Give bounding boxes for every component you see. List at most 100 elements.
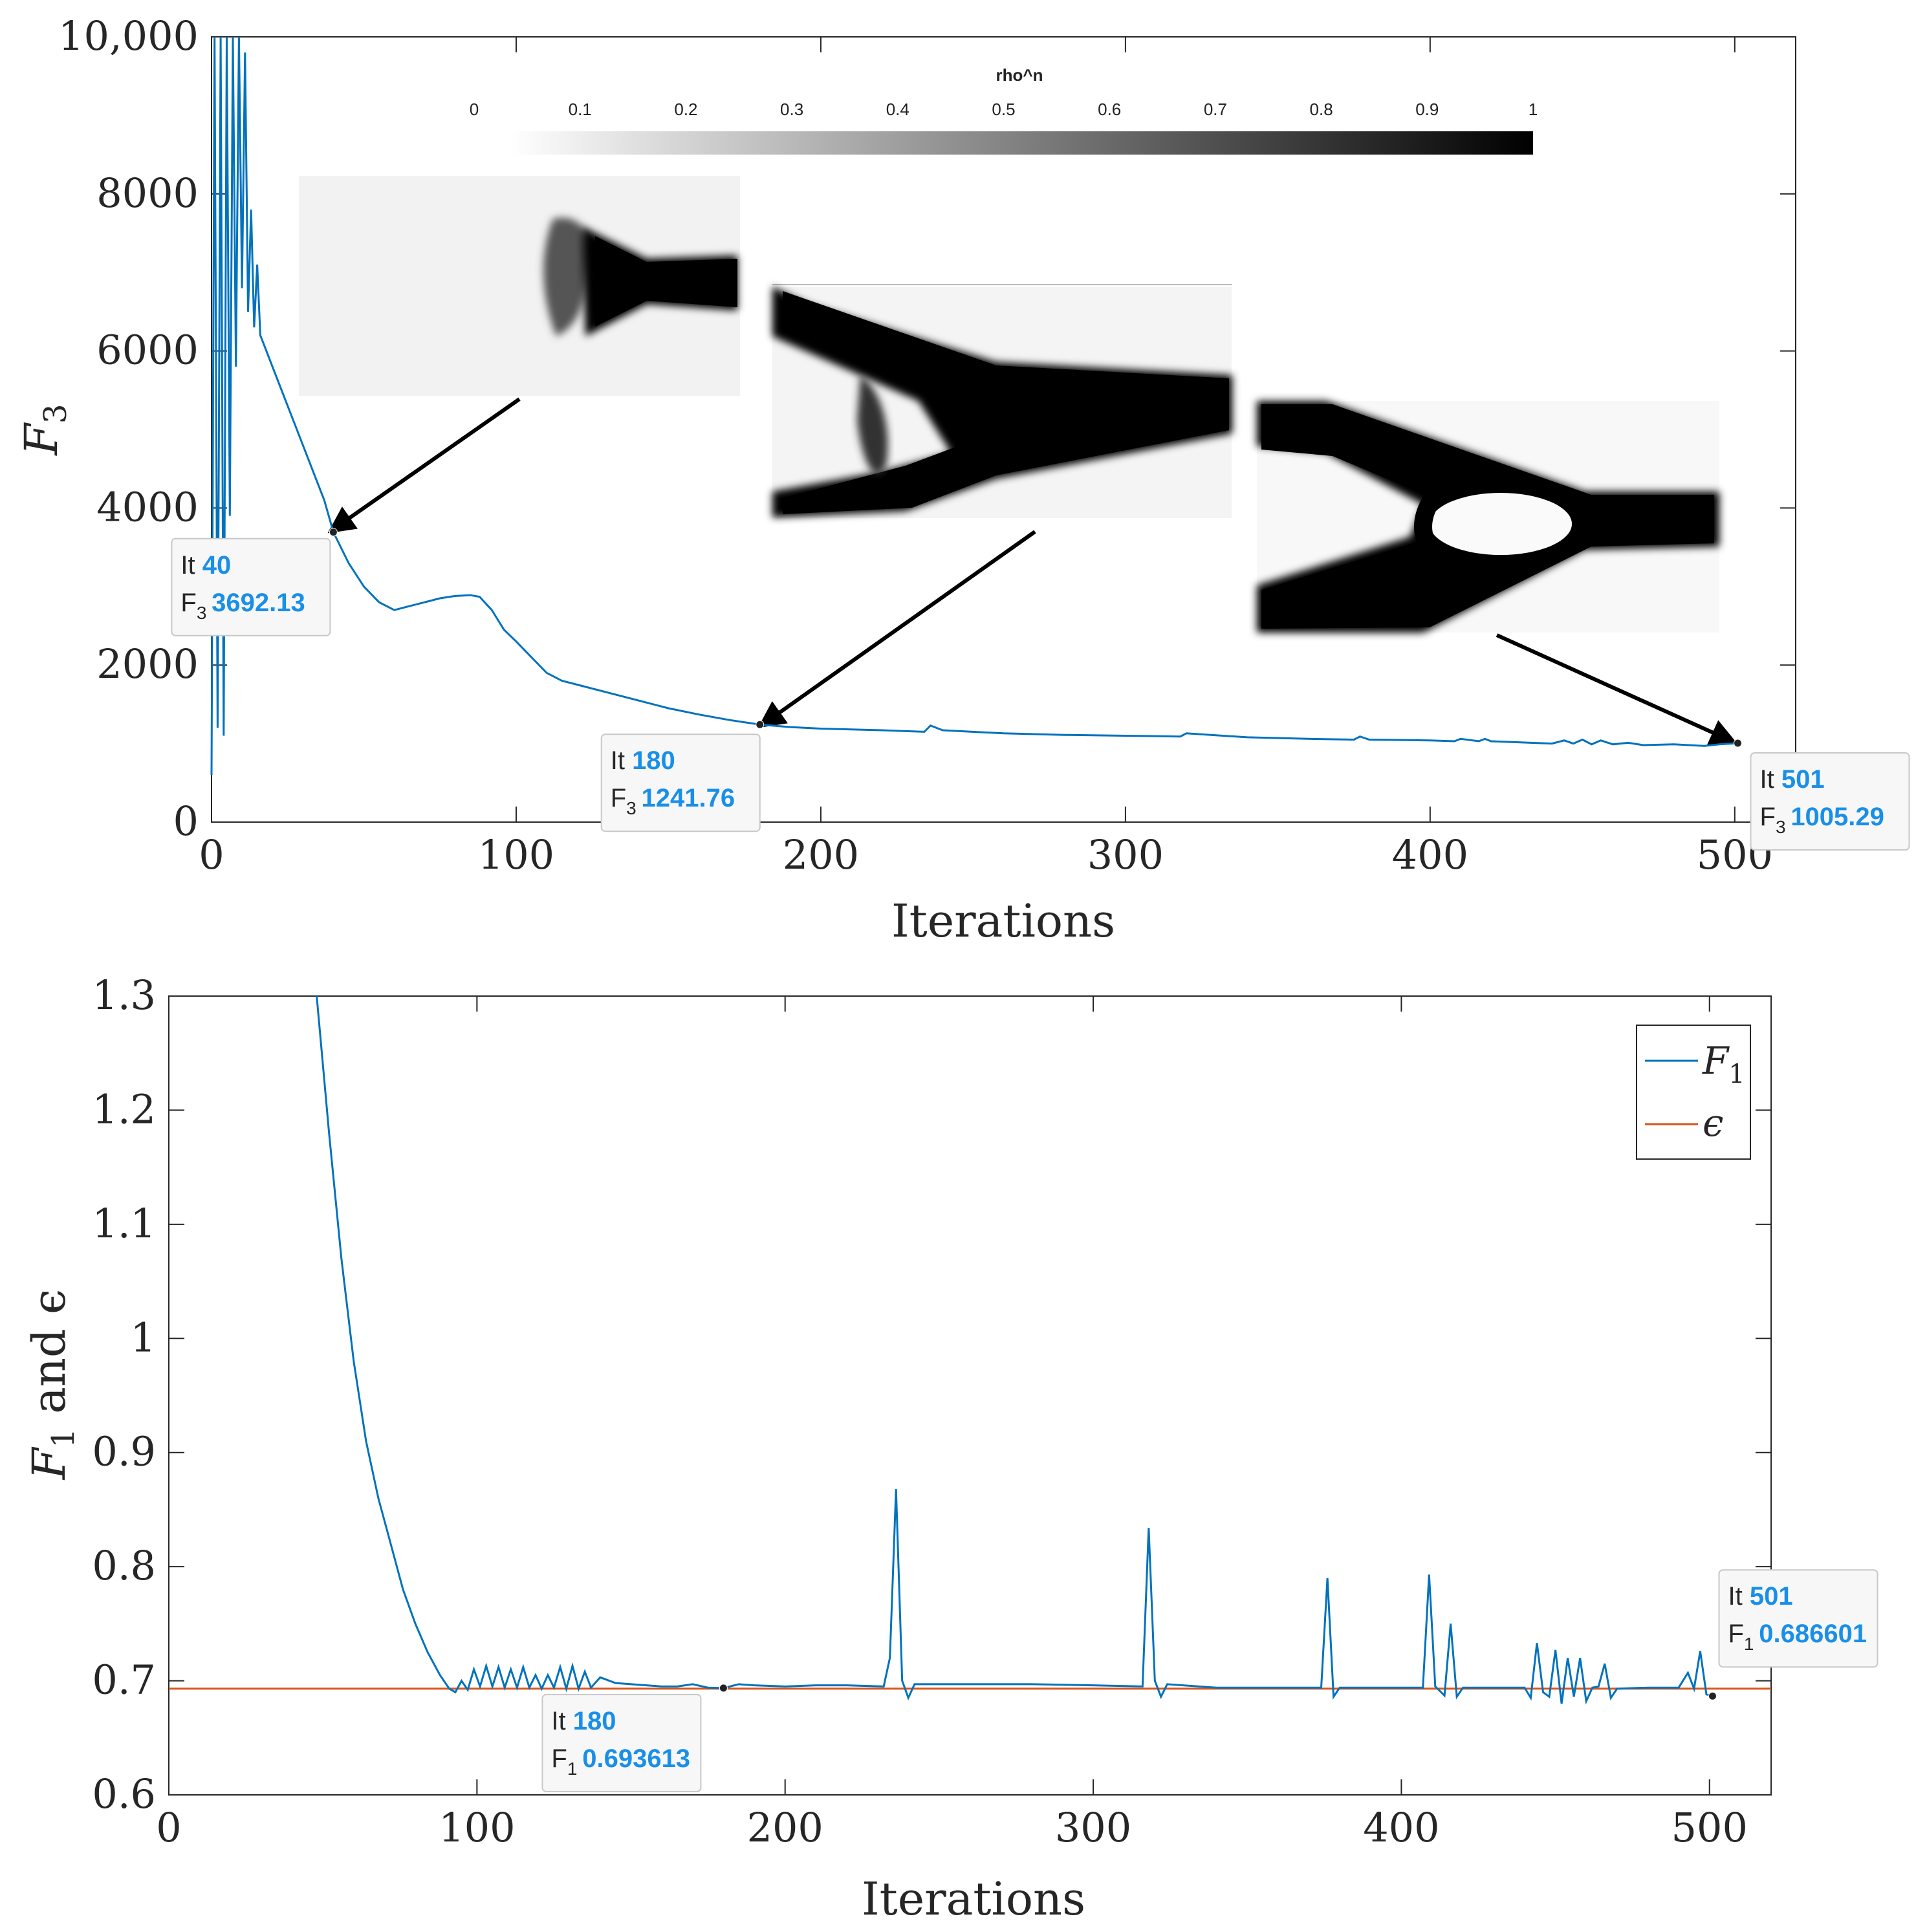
colorbar: rho^n 0 0.1 0.2 0.3 0.4 0.5 0.6 0.7 0.8 0.9 1: [470, 65, 1538, 155]
x-tick-label: 500: [1671, 1804, 1748, 1851]
datatip-y-sub: 3: [1776, 817, 1791, 837]
colorbar-tick-labels: 0 0.1 0.2 0.3 0.4 0.5 0.6 0.7 0.8 0.9 1: [470, 100, 1538, 119]
arrow-180: [757, 530, 1036, 728]
x-tick-label: 0: [199, 831, 224, 878]
y-tick-label: 1.1: [92, 1200, 156, 1247]
bottom-chart-ylabel: F1 and ϵ: [23, 1289, 82, 1481]
y-tick-label: 2000: [96, 640, 199, 688]
datatip-box: [541, 1693, 702, 1792]
datatip-x-label: It: [1728, 1582, 1749, 1611]
legend: F1 ϵ: [1636, 1025, 1751, 1160]
legend-box: [1636, 1025, 1751, 1160]
bottom-chart-ylabel-main: F: [23, 1446, 76, 1481]
datatip-marker[interactable]: [1734, 739, 1743, 748]
datatip-box: [171, 537, 331, 636]
datatip-box: [600, 733, 761, 832]
datatip-box: [1718, 1569, 1878, 1668]
datatip-x-label: It: [551, 1707, 572, 1735]
colorbar-tick-label: 0.5: [992, 100, 1015, 119]
arrow-501: [1496, 633, 1737, 745]
y-tick-label: 1.3: [92, 971, 156, 1019]
x-tick-label: 200: [783, 831, 859, 878]
bottom-chart-ylabel-suffix: and ϵ: [23, 1289, 76, 1428]
datatip-y-row: F1 0.686601: [1728, 1620, 1867, 1654]
y-tick-label: 0.7: [92, 1656, 156, 1704]
datatip-x-label: It: [180, 551, 202, 580]
topology-image-iteration-180: [772, 284, 1232, 518]
colorbar-label: rho^n: [996, 65, 1043, 85]
colorbar-tick-label: 0: [470, 100, 479, 119]
datatip-y-row: F3 1241.76: [611, 784, 735, 818]
colorbar-tick-label: 0.6: [1098, 100, 1121, 119]
top-chart-ylabel-sub: 3: [38, 404, 74, 424]
datatip-y-sub: 3: [626, 798, 641, 818]
colorbar-tick-label: 0.1: [569, 100, 592, 119]
colorbar-tick-label: 0.2: [674, 100, 697, 119]
bottom-chart: 0 100 200 300 400 500 0.6 0.7 0.8 0.9 1 1.1 1.2 1.3 I…: [23, 971, 1878, 1926]
legend-entry-f1-main: F: [1702, 1039, 1730, 1083]
datatip[interactable]: It 501 F1 0.686601: [1708, 1569, 1878, 1700]
colorbar-tick-label: 1: [1529, 100, 1538, 119]
y-tick-label: 0.9: [92, 1428, 156, 1475]
y-tick-label: 10,000: [58, 12, 199, 60]
datatip-x-row: It 40: [180, 551, 231, 580]
series-f3-line: [210, 36, 1738, 776]
datatip-y-row: F3 1005.29: [1760, 803, 1884, 837]
topology-image-iteration-501: [1257, 401, 1719, 633]
y-tick-label: 8000: [96, 169, 199, 217]
datatip-marker[interactable]: [756, 720, 765, 729]
y-tick-label: 1: [131, 1314, 156, 1361]
datatip[interactable]: It 180 F3 1241.76: [600, 720, 765, 832]
x-tick-label: 200: [747, 1804, 823, 1851]
x-tick-label: 0: [156, 1804, 181, 1851]
datatip-marker[interactable]: [1708, 1691, 1717, 1700]
x-tick-label: 100: [439, 1804, 515, 1851]
arrow-40: [327, 397, 521, 534]
top-chart-ylabel: F3: [15, 404, 74, 456]
datatip-x-value: 180: [632, 746, 675, 775]
bottom-chart-ticks: [168, 995, 1771, 1796]
series-f1-line: [316, 995, 1713, 1705]
datatip-y-label: F: [1760, 803, 1776, 831]
datatip-x-label: It: [1760, 765, 1781, 794]
datatip-y-value: 0.693613: [582, 1744, 690, 1773]
legend-entry-epsilon: ϵ: [1703, 1101, 1723, 1145]
datatip-y-label: F: [180, 589, 196, 617]
legend-entry-f1-sub: 1: [1728, 1059, 1745, 1089]
datatip-marker[interactable]: [719, 1684, 728, 1693]
datatip-x-label: It: [611, 746, 632, 775]
x-tick-label: 100: [478, 831, 554, 878]
datatip-x-value: 40: [202, 551, 232, 580]
datatip-y-value: 3692.13: [212, 589, 305, 617]
datatip-x-row: It 180: [551, 1707, 616, 1735]
colorbar-tick-label: 0.3: [780, 100, 803, 119]
top-chart-ylabel-main: F: [15, 422, 68, 457]
legend-entry-f1: F1: [1702, 1039, 1745, 1089]
bottom-chart-ylabel-sub: 1: [45, 1428, 82, 1448]
datatip-x-value: 501: [1750, 1582, 1793, 1611]
x-tick-label: 400: [1392, 831, 1468, 878]
datatip-y-value: 1241.76: [642, 784, 735, 812]
colorbar-tick-label: 0.8: [1310, 100, 1333, 119]
datatip-y-label: F: [551, 1744, 567, 1773]
colorbar-tick-label: 0.9: [1415, 100, 1439, 119]
y-tick-label: 6000: [96, 327, 199, 374]
datatip-y-label: F: [1728, 1620, 1743, 1648]
datatip-y-sub: 1: [567, 1759, 582, 1779]
colorbar-tick-label: 0.7: [1204, 100, 1227, 119]
top-chart: 0 100 200 300 400 5000200040006000800010,000 …: [15, 12, 1910, 948]
y-tick-label: 1.2: [92, 1085, 156, 1133]
datatip-x-value: 180: [573, 1707, 616, 1735]
x-tick-label: 300: [1055, 1804, 1131, 1851]
y-tick-label: 0: [173, 798, 199, 845]
datatip-marker[interactable]: [329, 528, 338, 537]
bottom-chart-tick-labels: 0 100 200 300 400 500 0.6 0.7 0.8 0.9 1 1.1 1.2 1.3: [92, 971, 1748, 1851]
datatip-y-value: 1005.29: [1791, 803, 1884, 831]
